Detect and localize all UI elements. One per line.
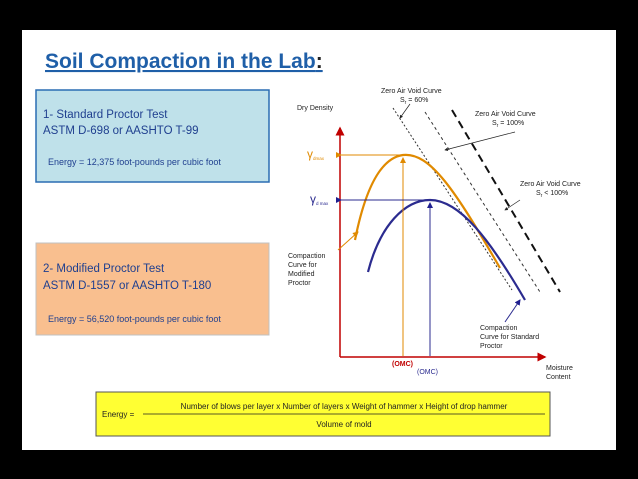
- zav-lt100-label: Zero Air Void Curve: [520, 181, 581, 188]
- sub: d max: [316, 201, 329, 206]
- standard-curve-label: Proctor: [480, 343, 503, 350]
- formula-lhs: Energy =: [102, 410, 135, 419]
- title: Soil Compaction in the Lab:: [45, 50, 323, 73]
- zav-100-pointer: [444, 131, 516, 151]
- sub: r: [497, 123, 499, 129]
- s: S: [492, 120, 497, 127]
- rest: < 100%: [542, 190, 568, 197]
- title-colon: :: [316, 50, 323, 73]
- modified-box: [35, 242, 270, 336]
- modified-pointer: [337, 231, 359, 251]
- zav-lt100-pointer: [504, 199, 521, 211]
- modified-curve-label: Compaction: [288, 253, 325, 260]
- s: S: [536, 190, 541, 197]
- formula-numerator: Number of blows per layer x Number of la…: [181, 402, 508, 411]
- modified-curve-label: Curve for: [288, 262, 317, 269]
- modified-curve-label: Modified: [288, 271, 315, 278]
- standard-curve: [366, 198, 526, 301]
- modified-standards: ASTM D-1557 or AASHTO T-180: [43, 280, 211, 292]
- formula-denominator: Volume of mold: [316, 420, 371, 429]
- zav-lt100-value: Sr < 100%: [536, 190, 568, 199]
- zav-60-pointer: [399, 103, 411, 119]
- rest: = 100%: [498, 120, 524, 127]
- standard-energy: Energy = 12,375 foot-pounds per cubic fo…: [48, 157, 221, 167]
- sub: r: [541, 193, 543, 199]
- modified-curve-label: Proctor: [288, 280, 311, 287]
- zav-100-label: Zero Air Void Curve: [475, 111, 536, 118]
- zav-100-value: Sr = 100%: [492, 120, 524, 129]
- sub: r: [405, 100, 407, 106]
- gamma-modified: γdmax: [307, 147, 325, 161]
- standard-standards: ASTM D-698 or AASHTO T-99: [43, 125, 199, 137]
- modified-curve: [353, 153, 501, 269]
- symbol: γ: [307, 147, 313, 161]
- modified-energy: Energy = 56,520 foot-pounds per cubic fo…: [48, 314, 221, 324]
- standard-pointer: [504, 299, 521, 323]
- s: S: [400, 97, 405, 104]
- rest: = 60%: [406, 97, 428, 104]
- y-axis-label: Dry Density: [297, 105, 334, 112]
- modified-heading: 2- Modified Proctor Test: [43, 263, 165, 275]
- omc-modified: (OMC): [392, 361, 413, 368]
- standard-box: [35, 89, 270, 183]
- symbol: γ: [310, 192, 316, 206]
- gamma-standard: γd max: [310, 192, 329, 206]
- omc-standard: (OMC): [417, 369, 438, 376]
- zav-60-line: [392, 107, 513, 291]
- sub: dmax: [313, 156, 325, 161]
- title-text: Soil Compaction in the Lab: [45, 50, 316, 73]
- zav-lt100-line: [451, 109, 561, 293]
- zav-60-value: Sr = 60%: [400, 97, 428, 106]
- zav-60-label: Zero Air Void Curve: [381, 88, 442, 95]
- x-axis-label: Moisture: [546, 365, 573, 372]
- standard-curve-label: Compaction: [480, 325, 517, 332]
- standard-curve-label: Curve for Standard: [480, 334, 539, 341]
- standard-heading: 1- Standard Proctor Test: [43, 109, 168, 121]
- x-axis-label: Content: [546, 374, 571, 381]
